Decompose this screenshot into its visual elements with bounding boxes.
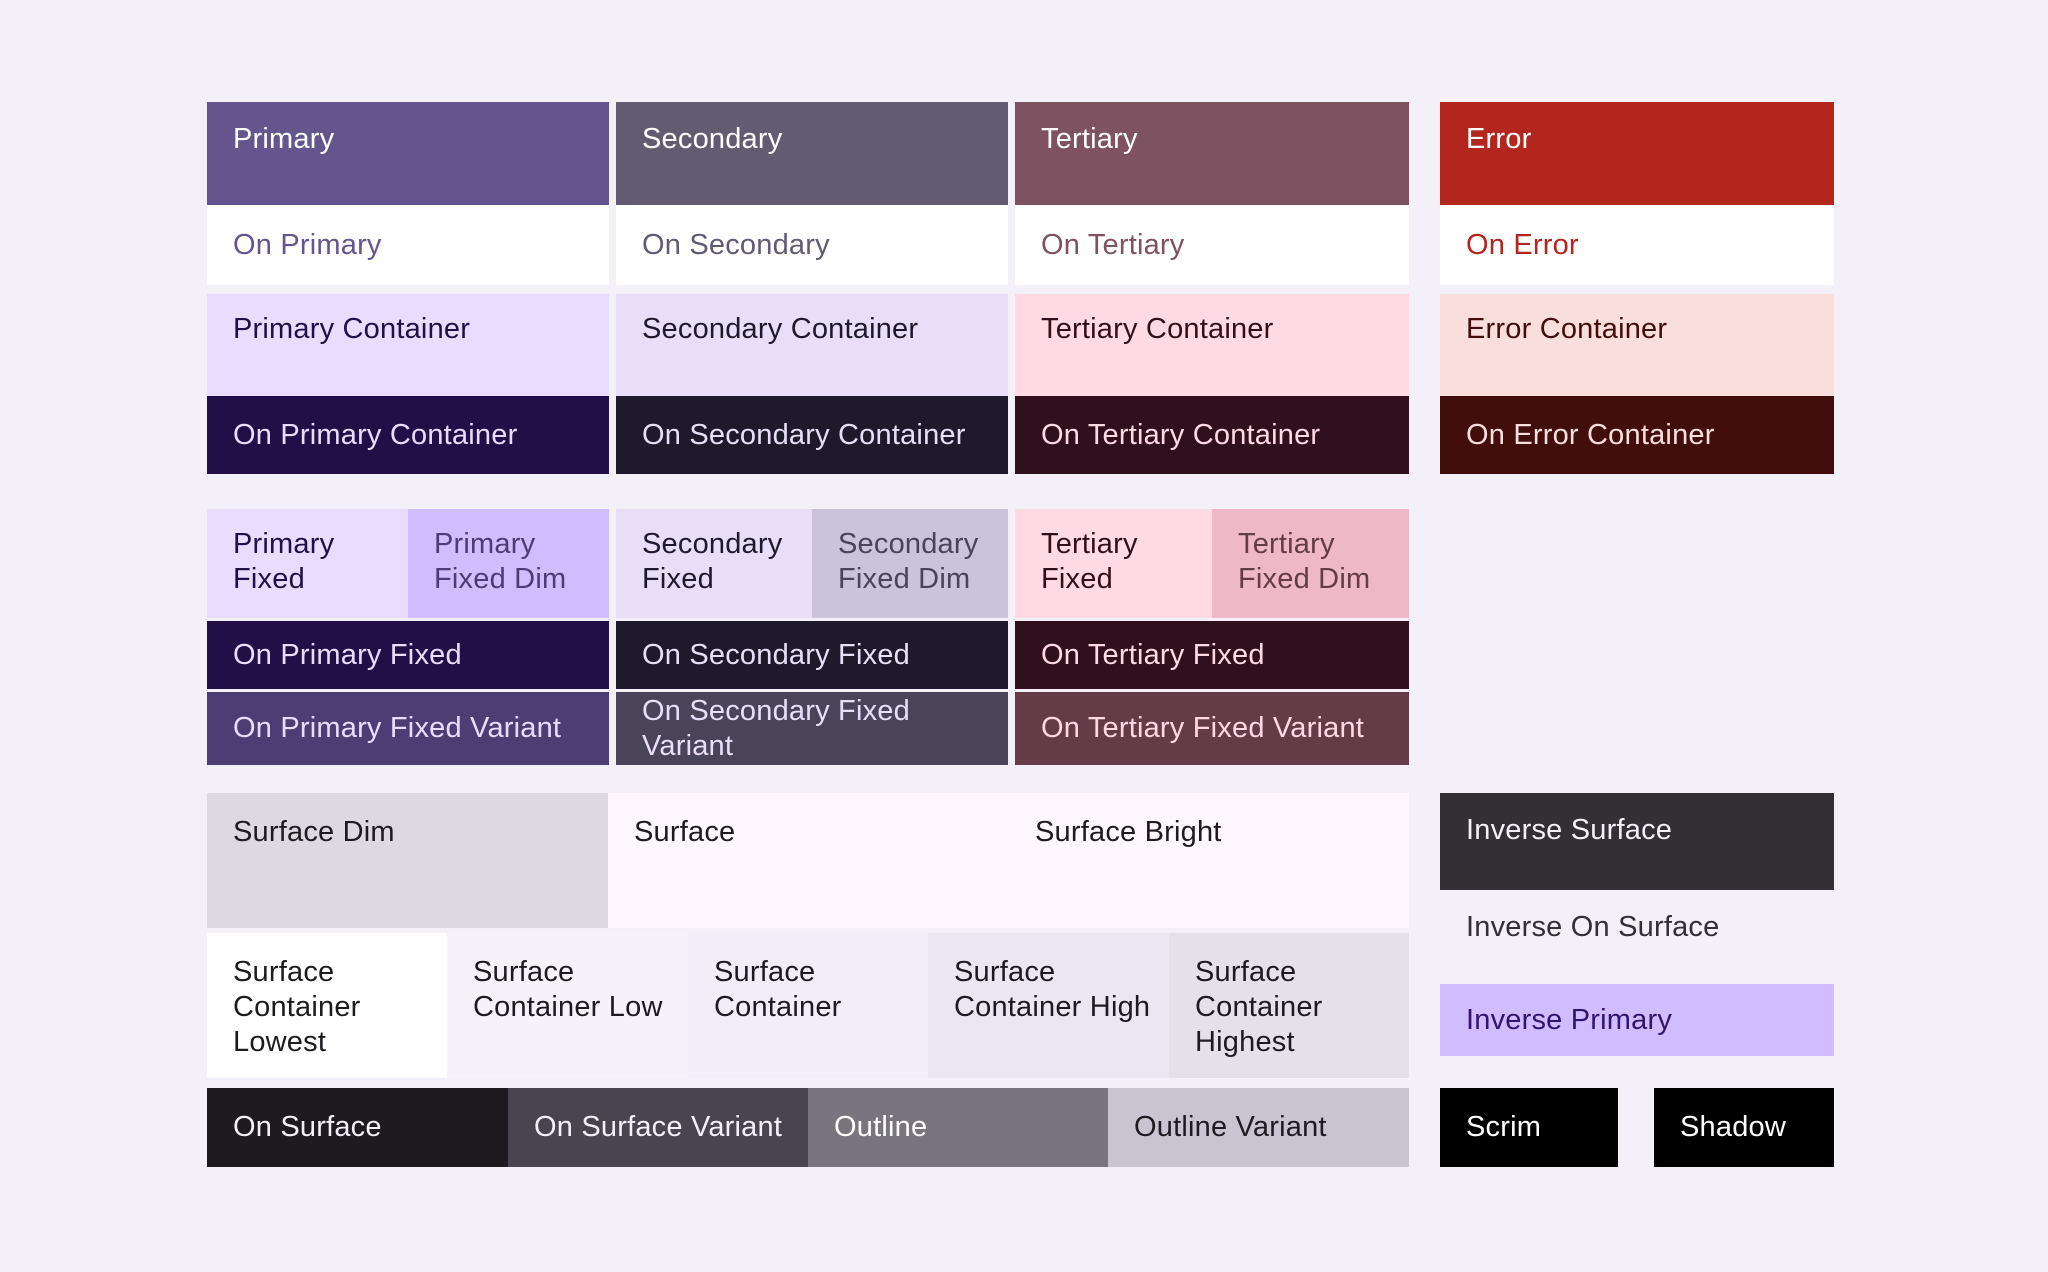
swatch-surface-bright: Surface Bright [1009, 793, 1409, 928]
swatch-tertiary: Tertiary [1015, 102, 1409, 205]
swatch-primary-fixed-dim: Primary Fixed Dim [408, 509, 609, 618]
swatch-surface-container-high: Surface Container High [928, 933, 1169, 1078]
swatch-primary-fixed: Primary Fixed [207, 509, 408, 618]
swatch-surface-container-lowest: Surface Container Lowest [207, 933, 447, 1078]
swatch-on-secondary: On Secondary [616, 205, 1008, 285]
swatch-on-primary: On Primary [207, 205, 609, 285]
swatch-on-secondary-fixed: On Secondary Fixed [616, 621, 1008, 689]
swatch-secondary-fixed-dim: Secondary Fixed Dim [812, 509, 1008, 618]
swatch-secondary: Secondary [616, 102, 1008, 205]
swatch-on-surface: On Surface [207, 1088, 508, 1167]
swatch-primary-container: Primary Container [207, 294, 609, 396]
swatch-shadow: Shadow [1654, 1088, 1834, 1167]
swatch-inverse-surface: Inverse Surface [1440, 793, 1834, 890]
swatch-on-tertiary-container: On Tertiary Container [1015, 396, 1409, 474]
swatch-on-primary-fixed-variant: On Primary Fixed Variant [207, 692, 609, 765]
swatch-primary: Primary [207, 102, 609, 205]
swatch-scrim: Scrim [1440, 1088, 1618, 1167]
swatch-tertiary-fixed: Tertiary Fixed [1015, 509, 1212, 618]
swatch-error: Error [1440, 102, 1834, 205]
swatch-secondary-fixed: Secondary Fixed [616, 509, 812, 618]
swatch-on-primary-container: On Primary Container [207, 396, 609, 474]
swatch-on-error-container: On Error Container [1440, 396, 1834, 474]
swatch-surface-dim: Surface Dim [207, 793, 608, 928]
swatch-on-secondary-fixed-variant: On Secondary Fixed Variant [616, 692, 1008, 765]
swatch-on-primary-fixed: On Primary Fixed [207, 621, 609, 689]
swatch-tertiary-fixed-dim: Tertiary Fixed Dim [1212, 509, 1409, 618]
swatch-on-error: On Error [1440, 205, 1834, 285]
swatch-surface-container-low: Surface Container Low [447, 933, 688, 1078]
swatch-surface-container-highest: Surface Container Highest [1169, 933, 1409, 1078]
swatch-on-tertiary: On Tertiary [1015, 205, 1409, 285]
swatch-on-secondary-container: On Secondary Container [616, 396, 1008, 474]
swatch-error-container: Error Container [1440, 294, 1834, 396]
swatch-on-surface-variant: On Surface Variant [508, 1088, 808, 1167]
swatch-secondary-container: Secondary Container [616, 294, 1008, 396]
swatch-tertiary-container: Tertiary Container [1015, 294, 1409, 396]
swatch-on-tertiary-fixed-variant: On Tertiary Fixed Variant [1015, 692, 1409, 765]
swatch-surface-container: Surface Container [688, 933, 928, 1078]
swatch-surface: Surface [608, 793, 1009, 928]
swatch-outline: Outline [808, 1088, 1108, 1167]
swatch-inverse-primary: Inverse Primary [1440, 984, 1834, 1056]
swatch-outline-variant: Outline Variant [1108, 1088, 1409, 1167]
swatch-inverse-on-surface: Inverse On Surface [1440, 890, 1834, 965]
swatch-on-tertiary-fixed: On Tertiary Fixed [1015, 621, 1409, 689]
